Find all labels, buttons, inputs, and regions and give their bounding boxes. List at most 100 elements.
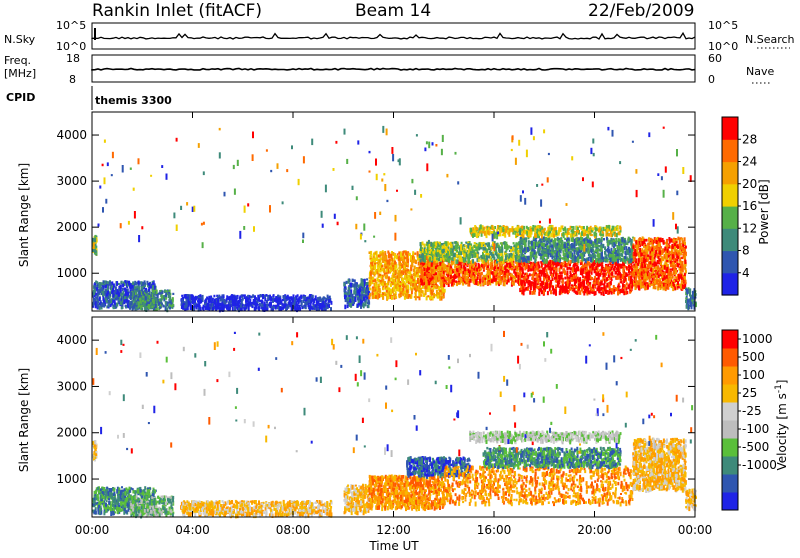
power-echo-cell <box>460 246 462 251</box>
power-echo-cell <box>385 293 387 296</box>
power-echo-cell <box>561 262 563 264</box>
power-echo-cell <box>411 291 413 294</box>
power-echo-cell <box>546 272 548 274</box>
power-echo-cell <box>466 271 468 275</box>
power-echo-cell <box>566 267 568 271</box>
power-echo-cell <box>382 296 384 300</box>
power-echo-cell <box>479 279 481 283</box>
power-echo-cell <box>543 277 545 281</box>
nsky-label: N.Sky <box>4 33 36 46</box>
power-echo-cell <box>386 288 388 290</box>
power-echo-cell <box>372 295 374 299</box>
power-echo-cell <box>515 272 517 276</box>
power-echo-cell <box>314 308 316 310</box>
power-echo-cell <box>392 282 394 286</box>
power-echo-cell <box>479 274 481 279</box>
power-echo-cell <box>348 287 350 290</box>
power-echo-cell <box>555 263 557 268</box>
power-echo-cell <box>564 277 566 280</box>
power-echo-cell <box>597 280 599 285</box>
power-echo-cell <box>251 306 253 308</box>
power-echo-cell <box>379 264 381 269</box>
power-echo-cell <box>567 263 569 266</box>
power-echo-cell <box>255 307 257 310</box>
power-echo-cell <box>536 266 538 271</box>
power-echo-cell <box>581 266 583 268</box>
power-echo-cell <box>438 254 440 257</box>
power-echo-cell <box>617 263 619 268</box>
power-echo-cell <box>584 289 586 292</box>
power-echo-cell <box>444 282 446 284</box>
power-echo-cell <box>362 303 364 307</box>
power-echo-cell <box>291 304 293 307</box>
power-echo-cell <box>476 254 478 259</box>
power-echo-cell <box>512 282 514 285</box>
power-echo-cell <box>588 262 590 265</box>
power-echo-cell <box>433 293 435 295</box>
power-echo-cell <box>579 277 581 281</box>
power-echo-cell <box>587 288 589 293</box>
power-echo-cell <box>541 263 543 267</box>
power-echo-cell <box>561 288 563 291</box>
power-echo-cell <box>626 291 628 294</box>
power-echo-cell <box>261 303 263 307</box>
power-echo-cell <box>599 269 601 272</box>
power-echo-cell <box>588 271 590 274</box>
power-echo-cell <box>433 295 435 299</box>
power-echo-cell <box>347 304 349 308</box>
nsky-top-tick: 10^5 <box>56 19 86 32</box>
power-echo-cell <box>238 300 240 303</box>
power-echo-cell <box>322 302 324 307</box>
power-echo-cell <box>422 242 424 246</box>
power-echo-cell <box>143 294 145 296</box>
power-echo-cell <box>422 256 424 261</box>
power-echo-cell <box>172 304 174 307</box>
power-echo-cell <box>490 259 492 261</box>
power-echo-cell <box>464 276 466 281</box>
power-echo-cell <box>425 279 427 282</box>
power-echo-cell <box>392 265 394 267</box>
power-echo-cell <box>381 282 383 286</box>
power-echo-cell <box>455 244 457 247</box>
power-echo-cell <box>547 291 549 295</box>
power-echo-cell <box>239 295 241 297</box>
power-echo-cell <box>484 245 486 247</box>
power-echo-cell <box>344 305 346 310</box>
power-echo-cell <box>604 286 606 290</box>
power-echo-cell <box>480 268 482 270</box>
power-echo-cell <box>283 304 285 309</box>
power-echo-cell <box>194 303 196 305</box>
power-echo-cell <box>152 306 154 308</box>
power-echo-cell <box>461 264 463 268</box>
power-echo-cell <box>383 268 385 273</box>
power-echo-cell <box>456 249 458 252</box>
power-echo-cell <box>413 269 415 272</box>
power-echo-cell <box>500 276 502 281</box>
power-echo-cell <box>563 261 565 264</box>
power-echo-cell <box>377 265 379 268</box>
power-echo-cell <box>560 265 562 268</box>
power-echo-cell <box>120 301 122 305</box>
power-echo-cell <box>575 274 577 279</box>
power-echo-cell <box>444 246 446 248</box>
nave-bottom-tick: 0 <box>708 73 715 86</box>
power-echo-cell <box>468 249 470 253</box>
power-echo-cell <box>103 303 105 307</box>
power-echo-cell <box>406 265 408 267</box>
nsky-line <box>92 33 695 39</box>
power-echo-cell <box>620 264 622 267</box>
power-echo-cell <box>360 283 362 287</box>
power-echo-cell <box>458 267 460 270</box>
power-echo-cell <box>399 269 401 272</box>
power-echo-cell <box>427 244 429 246</box>
power-echo-cell <box>559 289 561 293</box>
power-echo-cell <box>431 296 433 299</box>
power-echo-cell <box>541 284 543 288</box>
power-echo-cell <box>538 261 540 265</box>
power-echo-cell <box>96 296 98 300</box>
power-echo-cell <box>606 277 608 281</box>
power-echo-cell <box>558 275 560 277</box>
power-echo-cell <box>349 303 351 307</box>
power-echo-cell <box>435 242 437 245</box>
power-echo-cell <box>491 247 493 250</box>
